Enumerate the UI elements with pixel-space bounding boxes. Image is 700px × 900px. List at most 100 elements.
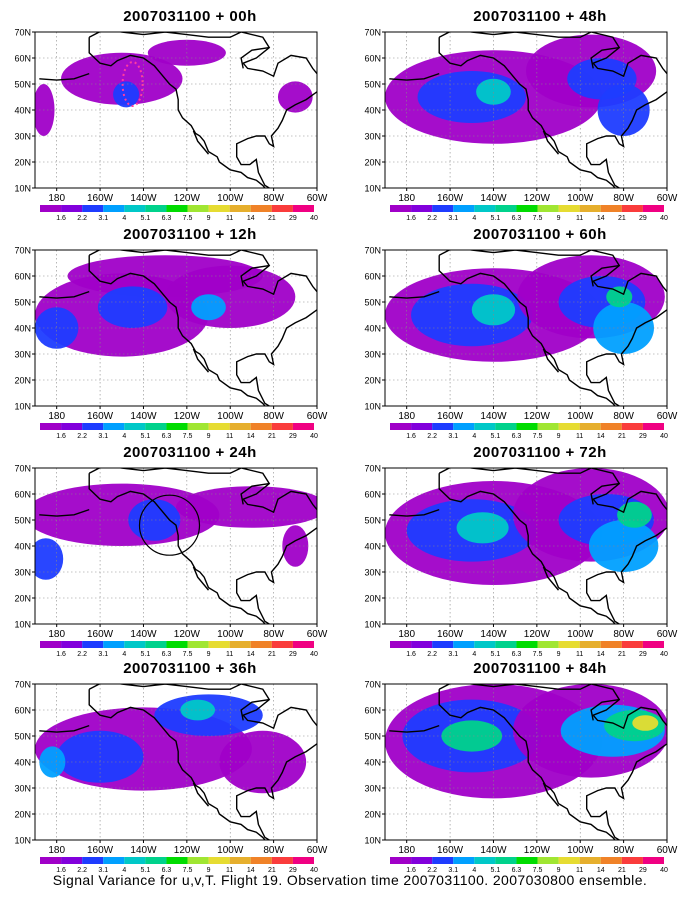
colorbar-swatch: [432, 857, 454, 864]
coastline: [438, 37, 616, 188]
variance-map: 70N 60N 50N 40N 30N 20N 10N 180 160W 140W 120W 100W…: [14, 28, 328, 223]
colorbar-swatch: [558, 423, 580, 430]
colorbar-label: 9: [557, 651, 561, 658]
coastline: [39, 72, 90, 81]
colorbar-label: 9: [557, 433, 561, 440]
colorbar-swatch: [271, 641, 293, 648]
colorbar-label: 5.1: [491, 433, 501, 440]
colorbar-swatch: [208, 641, 230, 648]
colorbar-swatch: [82, 857, 104, 864]
colorbar-label: 2.2: [427, 651, 437, 658]
variance-map: 70N 60N 50N 40N 30N 20N 10N 180 160W 140W 120W 100W…: [364, 246, 677, 441]
coastline: [88, 37, 266, 188]
colorbar-label: 9: [207, 433, 211, 440]
colorbar-label: 29: [639, 215, 647, 222]
colorbar-swatch: [103, 857, 125, 864]
lon-label: 120W: [524, 629, 551, 640]
colorbar-label: 6.3: [512, 867, 522, 874]
lon-label: 100W: [217, 411, 244, 422]
colorbar-label: 6.3: [512, 433, 522, 440]
lon-label: 160W: [437, 845, 464, 856]
map-panel-36h: 2007031100 + 36h 70N 60N 50N 40N 30N 20N 10N 18…: [0, 652, 340, 874]
colorbar-swatch: [250, 205, 272, 212]
colorbar-label: 40: [310, 651, 318, 658]
colorbar-label: 14: [247, 867, 255, 874]
colorbar-swatch: [495, 641, 517, 648]
lat-label: 40N: [364, 542, 381, 552]
lon-label: 120W: [174, 629, 201, 640]
coastline: [542, 130, 560, 155]
variance-contour: [476, 78, 511, 105]
lon-label: 100W: [217, 845, 244, 856]
lon-label: 160W: [87, 629, 114, 640]
colorbar-label: 4: [122, 215, 126, 222]
lon-label: 60W: [307, 193, 328, 204]
coastline: [438, 255, 616, 406]
colorbar-label: 14: [247, 651, 255, 658]
colorbar-swatch: [558, 641, 580, 648]
colorbar-swatch: [250, 423, 272, 430]
colorbar-swatch: [187, 857, 209, 864]
coastline: [590, 482, 620, 505]
colorbar-label: 4: [472, 433, 476, 440]
colorbar-label: 29: [289, 867, 297, 874]
lon-label: 160W: [87, 845, 114, 856]
figure-caption: Signal Variance for u,v,T. Flight 19. Ob…: [52, 872, 648, 888]
coastline: [240, 482, 270, 505]
coastline: [88, 684, 317, 840]
lat-label: 10N: [14, 836, 31, 846]
colorbar-swatch: [229, 205, 251, 212]
coastline: [240, 46, 270, 69]
colorbar-swatch: [579, 205, 601, 212]
lat-label: 30N: [364, 784, 381, 794]
colorbar-swatch: [600, 641, 622, 648]
coastline: [389, 724, 440, 733]
lat-label: 60N: [14, 490, 31, 500]
colorbar-label: 3.1: [98, 651, 108, 658]
colorbar-swatch: [292, 205, 314, 212]
colorbar-swatch: [516, 205, 538, 212]
coastline: [542, 348, 560, 373]
colorbar-swatch: [40, 641, 62, 648]
colorbar-label: 6.3: [162, 651, 172, 658]
colorbar-label: 3.1: [98, 215, 108, 222]
colorbar-swatch: [411, 641, 433, 648]
colorbar-label: 11: [576, 867, 583, 874]
lat-label: 40N: [364, 106, 381, 116]
colorbar-swatch: [390, 423, 412, 430]
colorbar-label: 21: [618, 433, 626, 440]
colorbar-label: 3.1: [448, 433, 458, 440]
coastline: [192, 348, 210, 373]
coastline: [389, 290, 440, 299]
lon-label: 180: [48, 193, 65, 204]
colorbar-swatch: [166, 205, 188, 212]
colorbar-label: 1.6: [406, 433, 416, 440]
lat-label: 60N: [364, 490, 381, 500]
coastline: [192, 782, 210, 807]
variance-contour: [61, 52, 183, 105]
colorbar-swatch: [474, 205, 496, 212]
colorbar-swatch: [229, 423, 251, 430]
lat-label: 60N: [364, 54, 381, 64]
lat-label: 60N: [14, 706, 31, 716]
lon-label: 180: [48, 629, 65, 640]
variance-map: 70N 60N 50N 40N 30N 20N 10N 180 160W 140W 120W 100W…: [364, 28, 678, 223]
colorbar-label: 7.5: [533, 867, 543, 874]
colorbar-label: 7.5: [183, 433, 193, 440]
lon-label: 60W: [657, 193, 678, 204]
colorbar-label: 21: [268, 433, 276, 440]
variance-map: 70N 60N 50N 40N 30N 20N 10N 180 160W 140W 120W 100W…: [364, 680, 677, 875]
colorbar-label: 6.3: [512, 215, 522, 222]
colorbar-label: 3.1: [448, 867, 458, 874]
colorbar-label: 14: [247, 215, 255, 222]
lon-label: 60W: [657, 629, 678, 640]
colorbar-swatch: [229, 857, 251, 864]
colorbar-label: 3.1: [98, 867, 108, 874]
colorbar-label: 40: [310, 433, 318, 440]
lat-label: 50N: [14, 732, 31, 742]
coastline: [240, 698, 270, 721]
variance-contour: [617, 501, 652, 528]
coastline: [590, 698, 620, 721]
colorbar-label: 6.3: [162, 215, 172, 222]
lon-label: 140W: [480, 411, 507, 422]
